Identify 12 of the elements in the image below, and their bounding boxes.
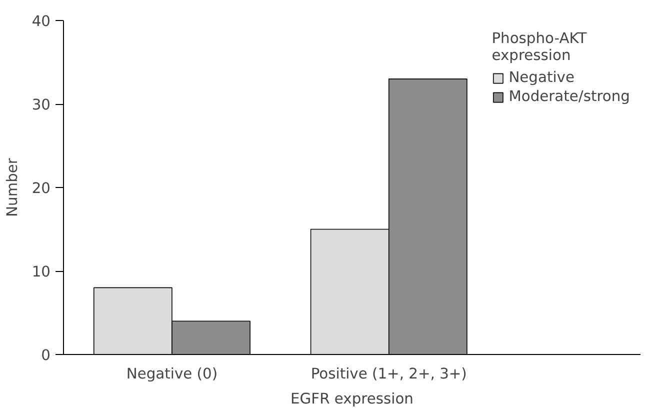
y-tick-label: 20 bbox=[32, 180, 51, 197]
y-tick-label: 40 bbox=[32, 13, 51, 30]
legend-title: Phospho-AKT expression bbox=[492, 30, 588, 64]
legend-label: Moderate/strong bbox=[508, 88, 630, 105]
y-tick-label: 0 bbox=[41, 347, 51, 364]
y-tick-label: 30 bbox=[32, 96, 51, 114]
x-tick-label: Negative (0) bbox=[126, 366, 218, 382]
x-axis-title: EGFR expression bbox=[290, 390, 414, 408]
x-tick-label: Positive (1+, 2+, 3+) bbox=[310, 366, 467, 382]
legend-label: Negative bbox=[508, 69, 574, 86]
y-tick-label: 10 bbox=[32, 264, 51, 280]
y-axis-title: Number bbox=[4, 157, 21, 217]
